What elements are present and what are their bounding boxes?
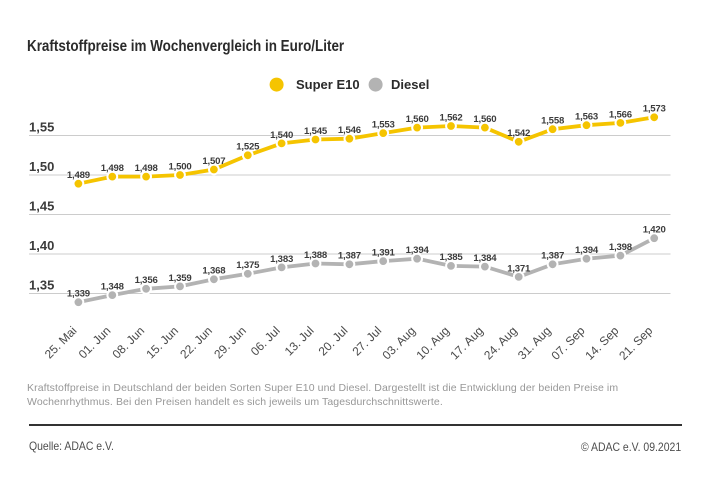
svg-text:14. Sep: 14. Sep bbox=[582, 323, 621, 362]
svg-text:Super E10: Super E10 bbox=[296, 77, 360, 92]
svg-text:1,50: 1,50 bbox=[29, 159, 54, 174]
svg-text:1,348: 1,348 bbox=[101, 282, 125, 293]
svg-text:1,498: 1,498 bbox=[101, 163, 125, 174]
svg-text:1,560: 1,560 bbox=[406, 114, 429, 125]
svg-text:07. Sep: 07. Sep bbox=[548, 323, 587, 362]
svg-text:1,562: 1,562 bbox=[439, 112, 462, 123]
svg-text:1,560: 1,560 bbox=[473, 114, 496, 125]
svg-text:1,420: 1,420 bbox=[643, 225, 666, 236]
svg-text:1,553: 1,553 bbox=[372, 120, 395, 131]
svg-text:1,35: 1,35 bbox=[29, 277, 54, 292]
svg-text:1,558: 1,558 bbox=[541, 116, 565, 127]
svg-text:15. Jun: 15. Jun bbox=[143, 324, 181, 362]
svg-text:1,394: 1,394 bbox=[406, 245, 430, 256]
svg-text:1,388: 1,388 bbox=[304, 250, 328, 261]
svg-text:1,498: 1,498 bbox=[135, 163, 159, 174]
svg-text:1,573: 1,573 bbox=[643, 104, 666, 115]
svg-text:10. Aug: 10. Aug bbox=[413, 324, 452, 363]
svg-text:1,546: 1,546 bbox=[338, 125, 361, 136]
svg-text:20. Jul: 20. Jul bbox=[316, 324, 351, 359]
svg-text:1,55: 1,55 bbox=[29, 119, 54, 134]
svg-text:24. Aug: 24. Aug bbox=[481, 324, 520, 363]
svg-text:1,371: 1,371 bbox=[507, 263, 531, 274]
svg-text:03. Aug: 03. Aug bbox=[380, 324, 419, 363]
svg-text:1,566: 1,566 bbox=[609, 109, 632, 120]
svg-text:31. Aug: 31. Aug bbox=[515, 324, 554, 363]
svg-text:1,356: 1,356 bbox=[135, 275, 158, 286]
svg-text:1,359: 1,359 bbox=[168, 273, 191, 284]
svg-text:1,489: 1,489 bbox=[67, 170, 90, 181]
svg-text:1,391: 1,391 bbox=[372, 248, 396, 259]
svg-text:1,40: 1,40 bbox=[29, 238, 54, 253]
svg-text:1,385: 1,385 bbox=[439, 252, 463, 263]
svg-text:1,500: 1,500 bbox=[168, 161, 191, 172]
svg-text:13. Jul: 13. Jul bbox=[282, 324, 317, 359]
svg-text:1,525: 1,525 bbox=[236, 142, 260, 153]
svg-text:1,545: 1,545 bbox=[304, 126, 328, 137]
svg-text:1,368: 1,368 bbox=[202, 266, 226, 277]
svg-text:06. Jul: 06. Jul bbox=[248, 324, 283, 359]
svg-text:22. Jun: 22. Jun bbox=[177, 324, 215, 362]
svg-text:1,45: 1,45 bbox=[29, 198, 54, 213]
svg-text:1,387: 1,387 bbox=[338, 251, 361, 262]
svg-text:1,375: 1,375 bbox=[236, 260, 260, 271]
svg-text:1,383: 1,383 bbox=[270, 254, 293, 265]
svg-text:08. Jun: 08. Jun bbox=[109, 324, 147, 362]
svg-text:29. Jun: 29. Jun bbox=[211, 324, 249, 362]
svg-text:17. Aug: 17. Aug bbox=[447, 324, 486, 363]
svg-text:1,394: 1,394 bbox=[575, 245, 599, 256]
svg-text:1,507: 1,507 bbox=[202, 156, 225, 167]
svg-text:1,387: 1,387 bbox=[541, 251, 564, 262]
svg-text:1,398: 1,398 bbox=[609, 242, 633, 253]
svg-text:21. Sep: 21. Sep bbox=[616, 323, 655, 362]
svg-text:1,540: 1,540 bbox=[270, 130, 293, 141]
svg-text:25. Mai: 25. Mai bbox=[42, 324, 80, 362]
svg-text:1,563: 1,563 bbox=[575, 112, 598, 123]
svg-text:Diesel: Diesel bbox=[391, 77, 429, 92]
svg-text:1,542: 1,542 bbox=[507, 128, 530, 139]
svg-text:1,339: 1,339 bbox=[67, 289, 90, 300]
svg-text:1,384: 1,384 bbox=[473, 253, 497, 264]
svg-text:01. Jun: 01. Jun bbox=[76, 324, 114, 362]
